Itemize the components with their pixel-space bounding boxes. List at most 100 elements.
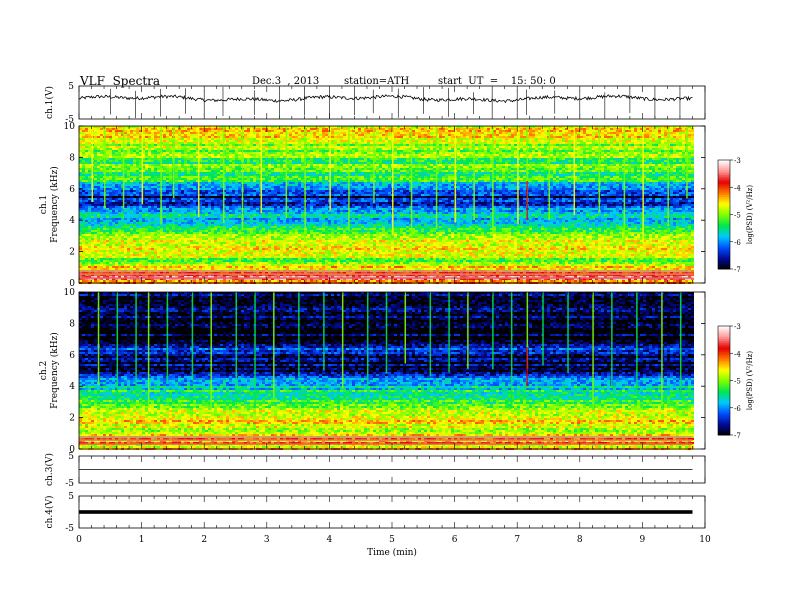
ch2-spectrogram-streak-14: [386, 292, 388, 373]
ch1-spectrogram-streak-8: [242, 126, 244, 231]
ch1-spectrogram-streak-15: [392, 126, 394, 235]
ch1-spectrogram-cb-label-4: -7: [734, 266, 741, 274]
ch1-spectrogram-ylabel: ch.1: [39, 195, 49, 214]
ch2-spectrogram-colorbar: [718, 326, 730, 436]
time-tick-2: 2: [201, 535, 207, 545]
ch1-spectrogram-streak-16: [411, 126, 413, 237]
time-tick-10: 10: [699, 535, 711, 545]
ch1-spectrogram-cb-label-0: -3: [734, 157, 741, 165]
ch1-spectrogram-streak-20: [492, 126, 494, 233]
ch2-spectrogram-streak-5: [192, 292, 194, 381]
ch1-spectrogram-streak-28: [667, 126, 669, 226]
ch2-spectrogram-streak-4: [167, 292, 169, 383]
ch1-spectrogram-streak-26: [624, 126, 626, 243]
ch1-spectrogram-ytick-label-3: 6: [69, 185, 75, 195]
ch1-spectrogram-streak-25: [599, 126, 601, 212]
time-tick-3: 3: [264, 535, 270, 545]
ch2-spectrogram-streak-20: [511, 292, 513, 409]
ch1-spectrogram-band-2: [79, 270, 692, 272]
ch1-spectrogram-streak-12: [329, 126, 331, 210]
ch1-spectrogram-streak-18: [455, 126, 457, 223]
ch1-spectrogram-streak-9: [261, 126, 263, 213]
ch1-spectrogram-streak-14: [373, 126, 375, 203]
ch1-spectrogram-band-0: [79, 277, 692, 279]
ch2-spectrogram-streak-23: [567, 292, 569, 373]
time-tick-4: 4: [327, 535, 333, 545]
ch1-spectrogram-ytick-label-2: 4: [69, 216, 75, 226]
ch2-spectrogram-cb-label-3: -6: [734, 405, 741, 413]
time-axis-label: Time (min): [367, 547, 417, 558]
ch1-spectrogram-streak-5: [173, 126, 175, 198]
ch2-spectrogram-streak-15: [405, 292, 407, 363]
ch2-spectrogram-streak-28: [680, 292, 682, 396]
ch2-spectrogram-cb-title: log(PSD) (V²/Hz): [746, 351, 754, 410]
ch2-spectrogram-streak-19: [492, 292, 494, 369]
ch2-spectrogram-streak-26: [636, 292, 638, 395]
ch2-spectrogram-ytick-label-0: 0: [69, 445, 75, 455]
ch2-spectrogram-streak-10: [298, 292, 300, 377]
ch1-spectrogram-cb-label-2: -5: [734, 212, 741, 220]
ch2-spectrogram-streak-13: [367, 292, 369, 406]
ch2-spectrogram-cb-label-2: -5: [734, 378, 741, 386]
ch2-spectrogram-streak-18: [467, 292, 469, 369]
ch1-ytick-top: 5: [68, 82, 74, 92]
ch1-spectrogram-streak-19: [473, 126, 475, 220]
ch2-spectrogram-streak-11: [323, 292, 325, 370]
ch2-spectrogram-streak-0: [98, 292, 100, 385]
ch1-spectrogram-streak-11: [304, 126, 306, 239]
ch4-ytick-bottom: -5: [65, 524, 74, 534]
ch1-spectrogram-streak-29: [686, 126, 688, 198]
ch1-spectrogram-streak-10: [286, 126, 288, 218]
ch1-spectrogram-red-streak: [527, 181, 528, 220]
ch1-spectrogram-streak-21: [517, 126, 519, 224]
ch2-spectrogram-streak-12: [342, 292, 344, 388]
time-tick-9: 9: [640, 535, 646, 545]
ch2-spectrogram-streak-22: [542, 292, 544, 365]
ch2-spectrogram-ytick-label-1: 2: [69, 414, 75, 424]
ch1-spectrogram-ylabel2: Frequency (kHz): [49, 166, 60, 243]
ch2-spectrogram-ytick-label-5: 10: [64, 288, 76, 298]
ch1-spectrogram-streak-0: [92, 126, 94, 202]
ch2-spectrogram-cb-label-1: -4: [734, 350, 741, 358]
ch2-spectrogram-ylabel2: Frequency (kHz): [49, 332, 60, 409]
time-tick-6: 6: [452, 535, 458, 545]
ch2-spectrogram-streak-17: [448, 292, 450, 372]
ch2-spectrogram-streak-25: [611, 292, 613, 387]
time-tick-5: 5: [389, 535, 395, 545]
ch2-spectrogram-band-1: [79, 439, 692, 441]
ch1-spectrogram-streak-23: [549, 126, 551, 220]
ch3-ytick-bottom: -5: [65, 479, 74, 489]
ch2-spectrogram-streak-16: [430, 292, 432, 376]
ch1-spectrogram-ytick-label-1: 2: [69, 248, 75, 258]
ch1-trace: [79, 95, 693, 103]
ch2-spectrogram-streak-7: [236, 292, 238, 405]
ch1-spectrogram-streak-24: [574, 126, 576, 215]
ch2-spectrogram-streak-9: [273, 292, 275, 398]
ch1-spectrogram-streak-6: [198, 126, 200, 217]
ch1-spectrogram-cells: [79, 126, 694, 284]
ch4-ytick-top: 5: [68, 492, 74, 502]
ch2-spectrogram-ytick-label-4: 8: [69, 319, 75, 329]
time-tick-0: 0: [76, 535, 82, 545]
ch1-spectrogram-streak-17: [436, 126, 438, 229]
ch1-spectrogram-cb-label-3: -6: [734, 239, 741, 247]
ch1-spectrogram-cb-label-1: -4: [734, 184, 741, 192]
ch1-spectrogram-ytick-label-4: 8: [69, 153, 75, 163]
ch2-spectrogram-streak-8: [254, 292, 256, 407]
ch2-spectrogram-ylabel: ch.2: [39, 361, 49, 380]
ch1-spectrogram-colorbar: [718, 160, 730, 270]
time-tick-8: 8: [577, 535, 583, 545]
ch1-spectrogram-band-1: [79, 273, 692, 275]
ch1-waveform-ylabel: ch.1(V): [44, 86, 55, 119]
ch1-spectrogram-streak-27: [642, 126, 644, 243]
ch2-spectrogram-streak-3: [148, 292, 150, 408]
ch1-spectrogram-streak-1: [104, 126, 106, 208]
ch2-spectrogram-band-0: [79, 443, 692, 445]
ch2-spectrogram-band-2: [79, 436, 692, 438]
ch1-spectrogram-streak-2: [123, 126, 125, 209]
ch2-spectrogram-streak-2: [135, 292, 137, 394]
ch2-spectrogram-streak-6: [210, 292, 212, 410]
ch2-spectrogram-cb-label-0: -3: [734, 323, 741, 331]
ch3-waveform-ylabel: ch.3(V): [44, 453, 55, 486]
ch1-spectrogram-streak-4: [160, 126, 162, 224]
